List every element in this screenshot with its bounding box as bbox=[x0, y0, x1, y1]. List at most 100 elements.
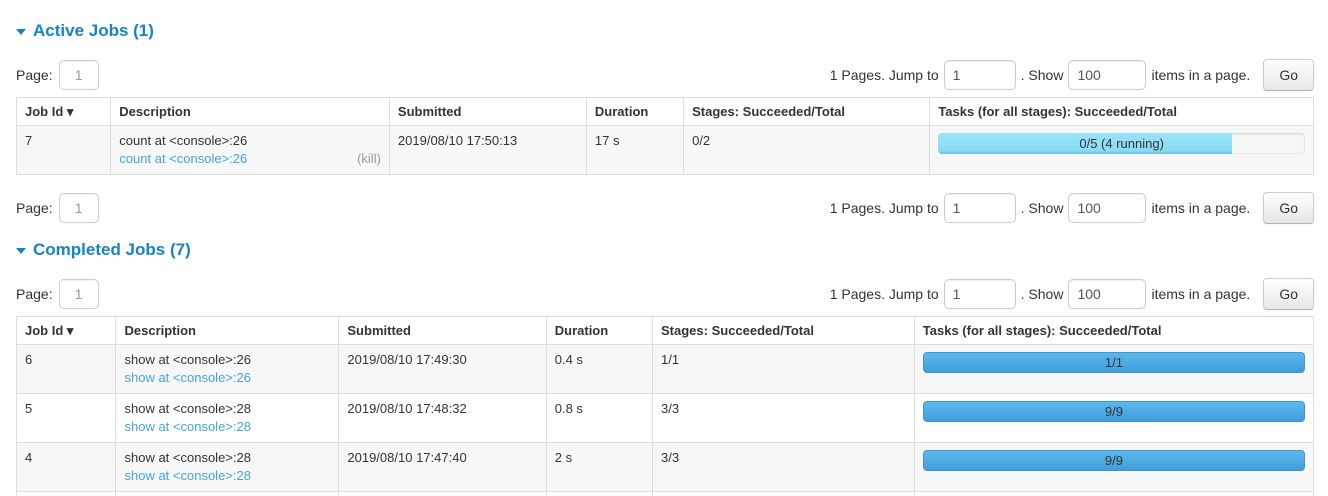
items-per-page-input[interactable] bbox=[1068, 60, 1147, 90]
collapse-caret-icon bbox=[16, 248, 26, 254]
page-number-input[interactable] bbox=[58, 279, 99, 309]
submitted-cell: 2019/08/10 17:47:40 bbox=[338, 442, 546, 491]
progress-label: 0/5 (4 running) bbox=[1079, 136, 1164, 151]
column-header-stages[interactable]: Stages: Succeeded/Total bbox=[683, 98, 930, 125]
completed-jobs-table: Job Id ▾ Description Submitted Duration … bbox=[16, 316, 1314, 496]
kill-job-link[interactable]: (kill) bbox=[357, 151, 381, 166]
tasks-progress-bar: 9/9 bbox=[922, 401, 1305, 422]
column-header-tasks[interactable]: Tasks (for all stages): Succeeded/Total bbox=[929, 98, 1313, 125]
jobs-page: Active Jobs (1) Page: 1 Pages. Jump to .… bbox=[0, 21, 1328, 496]
duration-cell: 17 s bbox=[585, 125, 684, 174]
active-jobs-pager-top: Page: 1 Pages. Jump to . Show items in a… bbox=[16, 59, 1314, 91]
column-header-description[interactable]: Description bbox=[115, 317, 339, 344]
active-jobs-title: Active Jobs (1) bbox=[33, 21, 154, 40]
progress-label: 9/9 bbox=[1104, 404, 1123, 419]
jump-to-page-input[interactable] bbox=[943, 193, 1016, 223]
progress-fill bbox=[922, 401, 1305, 422]
column-header-job-id[interactable]: Job Id ▾ bbox=[17, 317, 116, 344]
column-header-duration[interactable]: Duration bbox=[545, 317, 653, 344]
items-in-page-text: items in a page. bbox=[1151, 286, 1251, 302]
tasks-cell: 9/9 bbox=[913, 393, 1313, 442]
page-label: Page: bbox=[16, 67, 53, 83]
description-cell: show at <console>:28 show at <console>:2… bbox=[115, 393, 339, 442]
job-description: show at <console>:26 bbox=[124, 352, 251, 367]
column-header-duration[interactable]: Duration bbox=[585, 98, 684, 125]
tasks-progress-bar: 1/1 bbox=[922, 352, 1305, 373]
completed-job-row: 4 show at <console>:28 show at <console>… bbox=[17, 442, 1313, 491]
submitted-cell: 2019/08/10 17:48:32 bbox=[338, 393, 546, 442]
clipped-next-row bbox=[17, 491, 1313, 496]
tasks-cell: 0/5 (4 running) bbox=[929, 125, 1313, 174]
show-text: . Show bbox=[1020, 67, 1064, 83]
duration-cell: 0.8 s bbox=[545, 393, 653, 442]
description-cell: show at <console>:26 show at <console>:2… bbox=[115, 344, 339, 393]
column-header-description[interactable]: Description bbox=[110, 98, 389, 125]
job-detail-link[interactable]: show at <console>:28 bbox=[124, 468, 251, 483]
stages-cell: 3/3 bbox=[652, 442, 914, 491]
duration-cell: 2 s bbox=[545, 442, 653, 491]
items-per-page-input[interactable] bbox=[1068, 193, 1147, 223]
tasks-progress-bar: 9/9 bbox=[922, 450, 1305, 471]
page-number-input[interactable] bbox=[58, 193, 99, 223]
items-in-page-text: items in a page. bbox=[1151, 200, 1251, 216]
page-number-input[interactable] bbox=[58, 60, 99, 90]
submitted-cell: 2019/08/10 17:49:30 bbox=[338, 344, 546, 393]
duration-cell: 0.4 s bbox=[545, 344, 653, 393]
column-header-tasks[interactable]: Tasks (for all stages): Succeeded/Total bbox=[913, 317, 1313, 344]
completed-jobs-pager-top: Page: 1 Pages. Jump to . Show items in a… bbox=[16, 278, 1314, 310]
pages-count-text: 1 Pages. Jump to bbox=[829, 67, 939, 83]
submitted-cell: 2019/08/10 17:50:13 bbox=[388, 125, 586, 174]
column-header-submitted[interactable]: Submitted bbox=[338, 317, 546, 344]
progress-fill bbox=[922, 450, 1305, 471]
job-detail-link[interactable]: count at <console>:26 bbox=[119, 151, 248, 166]
collapse-caret-icon bbox=[16, 29, 26, 35]
job-id-cell: 4 bbox=[17, 442, 116, 491]
active-jobs-header[interactable]: Active Jobs (1) bbox=[16, 21, 1314, 41]
page-label: Page: bbox=[16, 200, 53, 216]
jump-to-page-input[interactable] bbox=[943, 60, 1016, 90]
completed-job-row: 5 show at <console>:28 show at <console>… bbox=[17, 393, 1313, 442]
completed-jobs-header-row: Job Id ▾ Description Submitted Duration … bbox=[17, 317, 1313, 344]
active-jobs-table: Job Id ▾ Description Submitted Duration … bbox=[16, 97, 1314, 175]
progress-label: 1/1 bbox=[1104, 355, 1123, 370]
tasks-progress-bar: 0/5 (4 running) bbox=[938, 133, 1305, 154]
page-label: Page: bbox=[16, 286, 53, 302]
job-description: count at <console>:26 bbox=[119, 133, 248, 148]
job-description: show at <console>:28 bbox=[124, 401, 251, 416]
items-in-page-text: items in a page. bbox=[1151, 67, 1251, 83]
progress-fill bbox=[938, 133, 1232, 154]
progress-fill bbox=[922, 352, 1305, 373]
column-header-job-id[interactable]: Job Id ▾ bbox=[17, 98, 111, 125]
completed-jobs-header[interactable]: Completed Jobs (7) bbox=[16, 240, 1314, 260]
job-detail-link[interactable]: show at <console>:26 bbox=[124, 370, 251, 385]
job-id-cell: 5 bbox=[17, 393, 116, 442]
show-text: . Show bbox=[1020, 286, 1064, 302]
stages-cell: 1/1 bbox=[652, 344, 914, 393]
tasks-cell: 9/9 bbox=[913, 442, 1313, 491]
go-button[interactable]: Go bbox=[1263, 278, 1314, 310]
description-cell: count at <console>:26 count at <console>… bbox=[110, 125, 389, 174]
description-cell: show at <console>:28 show at <console>:2… bbox=[115, 442, 339, 491]
job-id-cell: 6 bbox=[17, 344, 116, 393]
job-detail-link[interactable]: show at <console>:28 bbox=[124, 419, 251, 434]
stages-cell: 3/3 bbox=[652, 393, 914, 442]
show-text: . Show bbox=[1020, 200, 1064, 216]
go-button[interactable]: Go bbox=[1263, 59, 1314, 91]
pages-count-text: 1 Pages. Jump to bbox=[829, 286, 939, 302]
progress-label: 9/9 bbox=[1104, 453, 1123, 468]
jump-to-page-input[interactable] bbox=[943, 279, 1016, 309]
pages-count-text: 1 Pages. Jump to bbox=[829, 200, 939, 216]
job-description: show at <console>:28 bbox=[124, 450, 251, 465]
go-button[interactable]: Go bbox=[1263, 192, 1314, 224]
completed-jobs-title: Completed Jobs (7) bbox=[33, 240, 191, 259]
job-id-cell: 7 bbox=[17, 125, 111, 174]
active-jobs-header-row: Job Id ▾ Description Submitted Duration … bbox=[17, 98, 1313, 125]
tasks-cell: 1/1 bbox=[913, 344, 1313, 393]
items-per-page-input[interactable] bbox=[1068, 279, 1147, 309]
column-header-stages[interactable]: Stages: Succeeded/Total bbox=[652, 317, 914, 344]
active-jobs-pager-bottom: Page: 1 Pages. Jump to . Show items in a… bbox=[16, 192, 1314, 224]
stages-cell: 0/2 bbox=[683, 125, 930, 174]
active-job-row: 7 count at <console>:26 count at <consol… bbox=[17, 125, 1313, 174]
column-header-submitted[interactable]: Submitted bbox=[388, 98, 586, 125]
completed-job-row: 6 show at <console>:26 show at <console>… bbox=[17, 344, 1313, 393]
